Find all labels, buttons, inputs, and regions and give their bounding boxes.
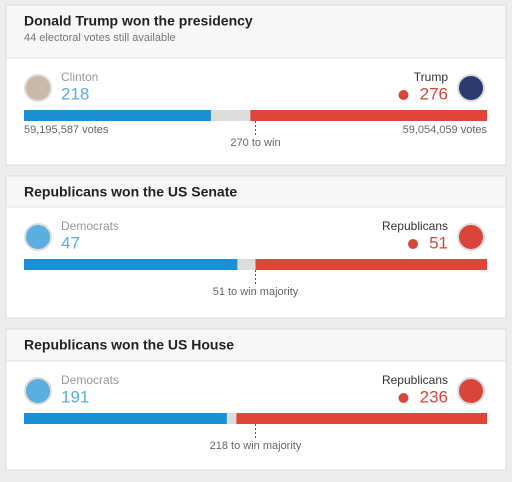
- right-icon: [457, 223, 485, 251]
- left-name: Democrats: [61, 373, 119, 387]
- card-title: Republicans won the US Senate: [24, 184, 237, 200]
- right-icon: [457, 74, 485, 102]
- left-bar: [24, 110, 211, 121]
- threshold-label: 218 to win majority: [210, 440, 302, 452]
- left-icon: [24, 377, 52, 405]
- card-header: [6, 329, 506, 362]
- winner-check: [398, 393, 409, 403]
- left-value: 191: [61, 387, 89, 406]
- right-name: Trump: [414, 70, 449, 84]
- left-icon: [24, 223, 52, 251]
- left-votes: 59,195,587 votes: [24, 124, 109, 136]
- left-bar: [24, 259, 238, 270]
- card-subtitle: 44 electoral votes still available: [24, 32, 176, 44]
- right-bar: [250, 110, 487, 121]
- right-value: 276: [420, 84, 448, 103]
- card-header: [6, 5, 506, 59]
- right-name: Republicans: [382, 219, 448, 233]
- right-bar: [255, 259, 487, 270]
- right-icon: [457, 377, 485, 405]
- right-value: 51: [429, 233, 448, 252]
- winner-check: [398, 90, 409, 100]
- winner-check: [408, 239, 418, 249]
- threshold-label: 270 to win: [230, 137, 280, 149]
- right-bar: [236, 413, 487, 424]
- left-value: 47: [61, 233, 80, 252]
- right-value: 236: [420, 387, 448, 406]
- left-bar: [24, 413, 227, 424]
- left-name: Democrats: [61, 219, 119, 233]
- card-title: Donald Trump won the presidency: [24, 13, 253, 29]
- card-title: Republicans won the US House: [24, 337, 234, 353]
- right-name: Republicans: [382, 373, 448, 387]
- left-icon: [24, 74, 52, 102]
- left-name: Clinton: [61, 70, 98, 84]
- card-header: [6, 176, 506, 208]
- right-votes: 59,054,059 votes: [403, 124, 488, 136]
- threshold-label: 51 to win majority: [213, 286, 299, 298]
- left-value: 218: [61, 84, 89, 103]
